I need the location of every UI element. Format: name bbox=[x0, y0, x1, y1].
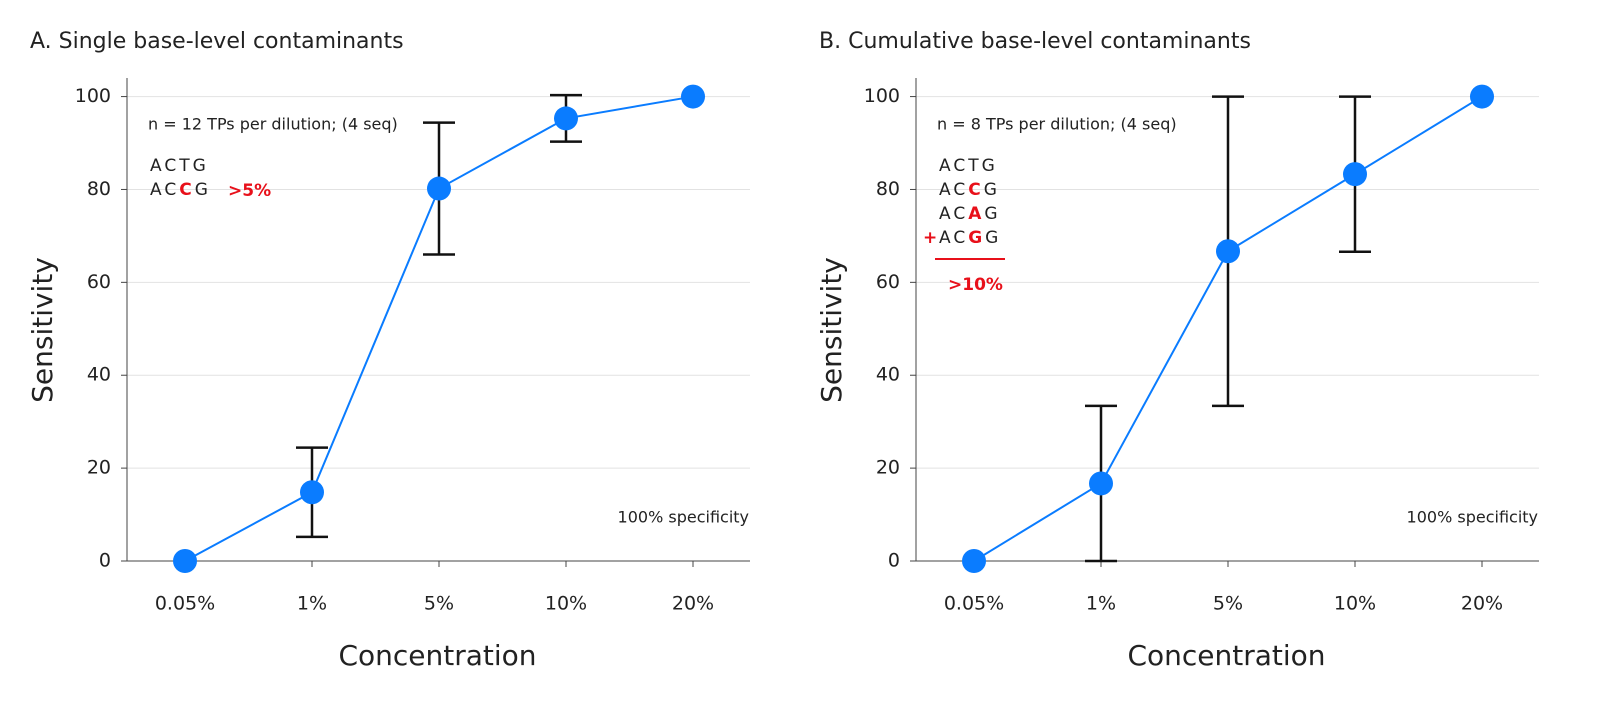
x-tick-label: 10% bbox=[1334, 593, 1376, 615]
y-axis-title: Sensitivity bbox=[815, 257, 848, 403]
point bbox=[554, 106, 578, 131]
x-tick-label: 20% bbox=[1461, 593, 1503, 615]
point bbox=[681, 84, 705, 109]
x-tick-label: 10% bbox=[545, 593, 587, 615]
x-axis-title: Concentration bbox=[338, 639, 536, 672]
y-tick-label: 40 bbox=[87, 364, 111, 386]
sequence-part: G bbox=[984, 180, 1000, 200]
x-tick-label: 5% bbox=[424, 593, 454, 615]
sequence: ACTG bbox=[939, 156, 998, 176]
sequence-part: G bbox=[984, 204, 1000, 224]
y-tick-label: 100 bbox=[75, 85, 111, 107]
mutation: C bbox=[968, 180, 983, 200]
point bbox=[1216, 239, 1240, 264]
y-tick-label: 80 bbox=[876, 178, 900, 200]
y-tick-label: 20 bbox=[87, 457, 111, 479]
sequence-part: AC bbox=[939, 180, 968, 200]
x-axis-title: Concentration bbox=[1127, 639, 1325, 672]
point bbox=[1343, 162, 1367, 187]
x-tick-label: 5% bbox=[1213, 593, 1243, 615]
sequence: ACTG bbox=[150, 156, 209, 176]
chart-title: B. Cumulative base-level contaminants bbox=[819, 29, 1251, 54]
y-tick-label: 20 bbox=[876, 457, 900, 479]
sequence-part: G bbox=[985, 228, 1001, 248]
note: n = 8 TPs per dilution; (4 seq) bbox=[937, 115, 1177, 134]
y-tick-label: 0 bbox=[888, 550, 900, 572]
point bbox=[1089, 471, 1113, 496]
point bbox=[427, 176, 451, 201]
specificity: 100% specificity bbox=[618, 508, 749, 527]
y-tick-label: 80 bbox=[87, 178, 111, 200]
sequence-part: AC bbox=[939, 204, 968, 224]
x-tick-label: 0.05% bbox=[155, 593, 215, 615]
y-tick-label: 60 bbox=[876, 271, 900, 293]
threshold: >5% bbox=[228, 181, 271, 201]
plus: + bbox=[923, 228, 937, 248]
point bbox=[962, 549, 986, 573]
note: n = 12 TPs per dilution; (4 seq) bbox=[148, 115, 398, 134]
y-tick-label: 60 bbox=[87, 271, 111, 293]
y-axis-title: Sensitivity bbox=[26, 257, 59, 403]
chart-title: A. Single base-level contaminants bbox=[30, 29, 404, 54]
point bbox=[173, 549, 197, 573]
y-tick-label: 0 bbox=[99, 550, 111, 572]
point bbox=[1470, 84, 1494, 109]
sequence-part: G bbox=[195, 180, 211, 200]
y-tick-label: 100 bbox=[864, 85, 900, 107]
x-tick-label: 1% bbox=[1086, 593, 1116, 615]
x-tick-label: 20% bbox=[672, 593, 714, 615]
mutation: C bbox=[179, 180, 194, 200]
sequence: ACCG bbox=[939, 180, 1000, 200]
y-tick-label: 40 bbox=[876, 364, 900, 386]
specificity: 100% specificity bbox=[1407, 508, 1538, 527]
sequence: ACGG bbox=[939, 228, 1001, 248]
x-tick-label: 0.05% bbox=[944, 593, 1004, 615]
mutation: G bbox=[968, 228, 985, 248]
point bbox=[300, 480, 324, 505]
mutation: A bbox=[968, 204, 984, 224]
sequence-part: AC bbox=[150, 180, 179, 200]
sequence: ACAG bbox=[939, 204, 1001, 224]
threshold: >10% bbox=[948, 275, 1003, 295]
x-tick-label: 1% bbox=[297, 593, 327, 615]
sequence: ACCG bbox=[150, 180, 211, 200]
sequence-part: AC bbox=[939, 228, 968, 248]
